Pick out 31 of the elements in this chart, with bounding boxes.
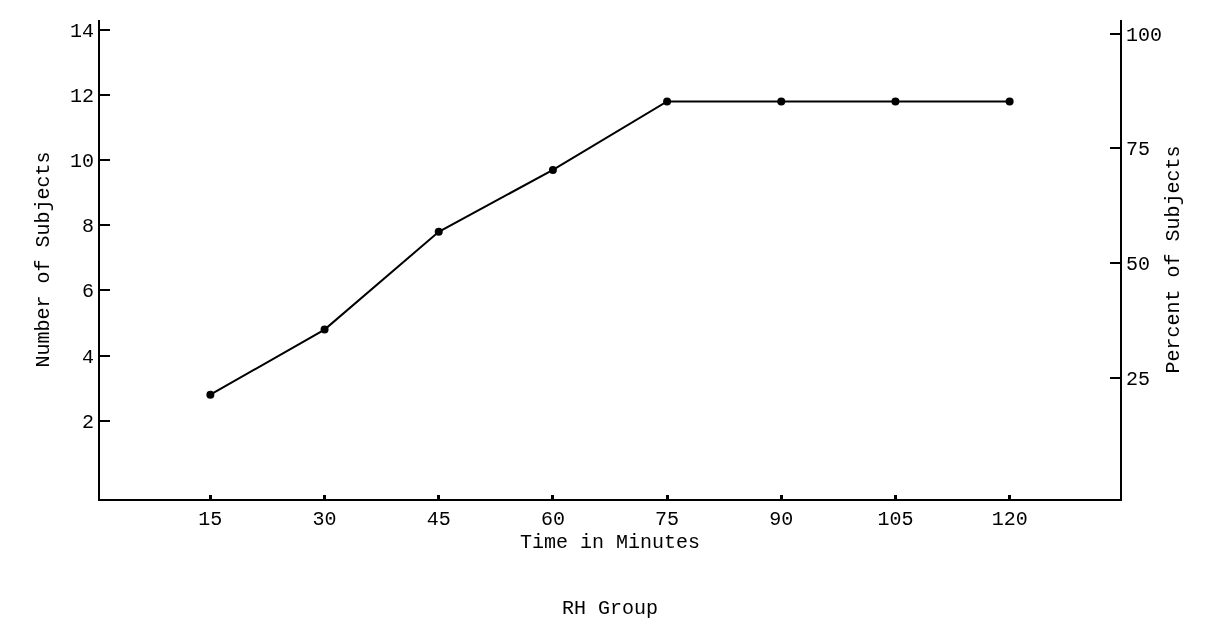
point — [891, 97, 900, 106]
point — [1005, 97, 1014, 106]
x-tick-label: 30 — [312, 508, 337, 531]
x-tick-label: 75 — [655, 508, 680, 531]
x-tick-label: 105 — [877, 508, 914, 531]
x-tick-label: 15 — [198, 508, 223, 531]
y-tick-label: 12 — [69, 84, 94, 108]
y2-axis-title: Percent of Subjects — [1162, 145, 1186, 374]
point — [434, 227, 443, 236]
y2-tick-label: 25 — [1126, 367, 1151, 391]
x-tick-label: 120 — [991, 508, 1028, 531]
y-tick-label: 10 — [69, 150, 94, 174]
point — [206, 390, 215, 399]
x-tick-label: 90 — [769, 508, 794, 531]
y-tick-label: 14 — [69, 19, 94, 43]
point — [320, 325, 329, 334]
y-axis-title: Number of Subjects — [31, 151, 55, 368]
y2-tick-label: 100 — [1126, 23, 1163, 47]
y-tick-label: 4 — [81, 345, 94, 369]
x-axis-title: Time in Minutes — [519, 531, 701, 554]
x-tick-label: 60 — [540, 508, 565, 531]
y-tick-label: 8 — [81, 215, 94, 239]
text: RH Group — [562, 597, 659, 620]
y-tick-label: 2 — [81, 410, 94, 434]
point — [777, 97, 786, 106]
point — [663, 97, 672, 106]
point — [548, 165, 557, 174]
y-tick-label: 6 — [81, 280, 94, 304]
x-tick-label: 45 — [426, 508, 451, 531]
y2-tick-label: 75 — [1126, 138, 1151, 162]
y2-tick-label: 50 — [1126, 253, 1151, 277]
